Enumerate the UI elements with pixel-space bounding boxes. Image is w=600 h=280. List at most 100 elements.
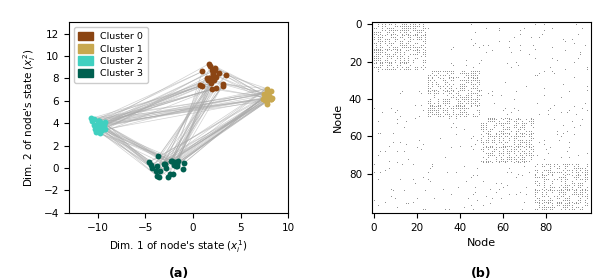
Point — [210, 68, 220, 73]
Y-axis label: Node: Node — [333, 103, 343, 132]
Point — [89, 117, 98, 122]
Point — [267, 96, 277, 101]
Point — [94, 122, 103, 127]
Title: (a): (a) — [169, 267, 189, 280]
Point — [259, 92, 269, 96]
Point — [100, 127, 110, 132]
Point — [178, 167, 187, 172]
Point — [266, 95, 276, 100]
Point — [197, 83, 206, 88]
Point — [94, 123, 103, 128]
Point — [262, 97, 271, 102]
Point — [86, 116, 96, 121]
Point — [211, 85, 221, 90]
Point — [208, 72, 218, 76]
Point — [166, 159, 176, 164]
Point — [94, 125, 103, 129]
Point — [205, 61, 214, 66]
Point — [260, 93, 270, 97]
Point — [90, 127, 100, 131]
Point — [262, 93, 271, 97]
Point — [221, 73, 230, 77]
Point — [172, 163, 182, 168]
Point — [95, 125, 105, 130]
Point — [152, 164, 162, 168]
Point — [91, 124, 101, 128]
Point — [196, 83, 205, 88]
Point — [206, 76, 215, 80]
Point — [264, 94, 274, 98]
Point — [262, 93, 271, 97]
Point — [207, 78, 217, 83]
Point — [93, 118, 103, 123]
Point — [154, 154, 163, 159]
Point — [99, 123, 109, 127]
Point — [179, 161, 189, 165]
Point — [207, 68, 217, 73]
Point — [92, 130, 101, 135]
Point — [262, 102, 272, 107]
Point — [97, 128, 107, 132]
Point — [263, 92, 272, 96]
Point — [202, 76, 212, 81]
Point — [151, 169, 161, 173]
Point — [260, 95, 269, 100]
Y-axis label: Dim. 2 of node's state $(x_i^2)$: Dim. 2 of node's state $(x_i^2)$ — [22, 48, 38, 187]
X-axis label: Node: Node — [467, 238, 496, 248]
Point — [173, 158, 182, 163]
Point — [262, 86, 271, 91]
Point — [260, 98, 269, 102]
Point — [262, 90, 272, 95]
Point — [218, 84, 228, 88]
Point — [208, 87, 217, 91]
Point — [218, 82, 228, 87]
Point — [91, 126, 100, 131]
Point — [100, 120, 110, 124]
Point — [152, 174, 162, 178]
Point — [168, 171, 178, 176]
Point — [207, 77, 217, 81]
Point — [263, 92, 272, 97]
Point — [88, 119, 97, 123]
Point — [89, 122, 99, 127]
Point — [163, 174, 173, 179]
Point — [167, 159, 176, 164]
Point — [262, 99, 272, 103]
Point — [263, 94, 273, 98]
Point — [92, 129, 102, 133]
Point — [171, 164, 181, 169]
Point — [94, 120, 104, 125]
Point — [166, 172, 175, 176]
Point — [91, 123, 101, 128]
Point — [170, 160, 180, 164]
Point — [155, 168, 164, 173]
Point — [263, 96, 273, 101]
Point — [203, 78, 212, 82]
Point — [266, 97, 275, 101]
Point — [169, 163, 178, 168]
Point — [147, 166, 157, 171]
Point — [262, 95, 271, 100]
Point — [145, 160, 154, 164]
Point — [214, 71, 224, 75]
Point — [154, 175, 163, 179]
Point — [160, 162, 169, 166]
Point — [204, 76, 214, 81]
Legend: Cluster 0, Cluster 1, Cluster 2, Cluster 3: Cluster 0, Cluster 1, Cluster 2, Cluster… — [74, 27, 148, 83]
Point — [146, 163, 156, 167]
Point — [260, 93, 269, 97]
Point — [209, 78, 218, 83]
Point — [94, 118, 104, 123]
Point — [197, 69, 207, 74]
Point — [95, 131, 105, 135]
Point — [208, 71, 218, 75]
Point — [94, 119, 104, 123]
Point — [206, 81, 215, 85]
Point — [161, 162, 170, 166]
Point — [258, 96, 268, 101]
Point — [205, 64, 215, 69]
Point — [265, 96, 275, 101]
Point — [266, 89, 276, 94]
Point — [161, 165, 171, 170]
Point — [266, 97, 276, 102]
